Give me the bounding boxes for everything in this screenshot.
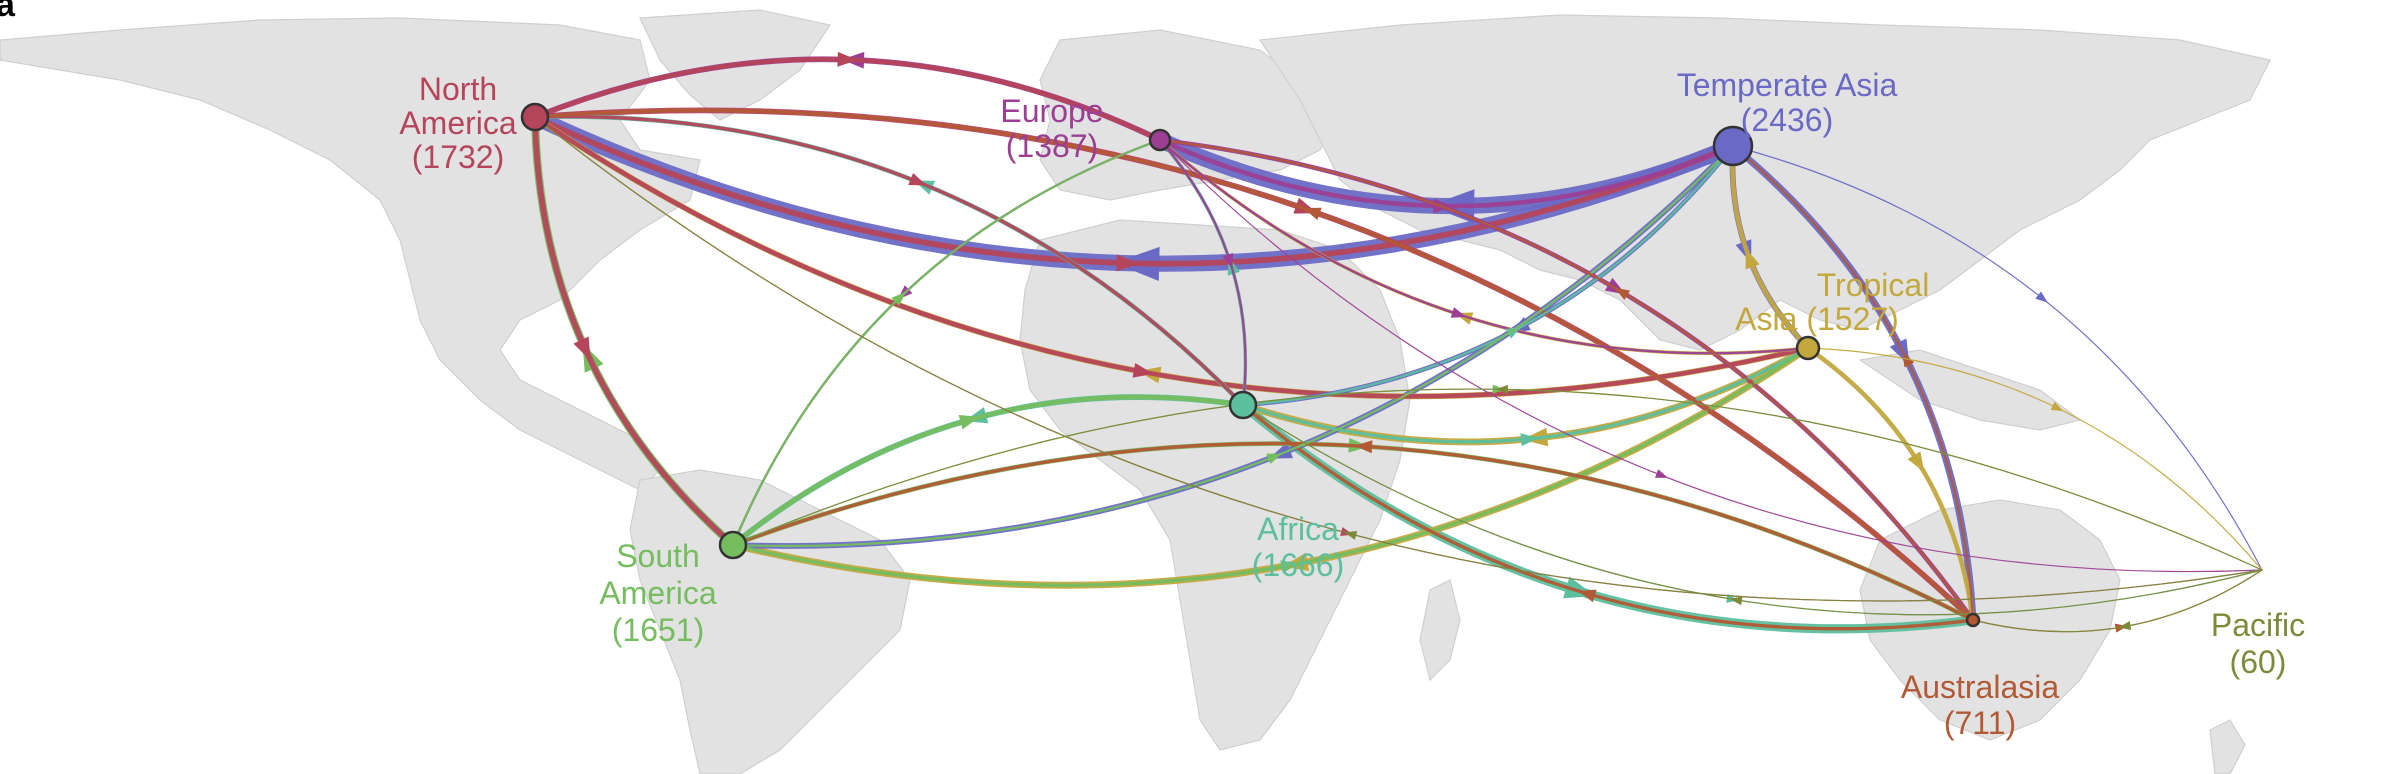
- flow-arrow-north_america-to-africa: [908, 173, 927, 186]
- label-line-tropical-asia-0: Tropical: [1817, 267, 1930, 303]
- flow-arrow-pacific-to-australasia: [2118, 621, 2132, 630]
- region-labels: North America (1732)Europe (1387)Temperate …: [399, 67, 2305, 741]
- flow-arrow-south_america-to-temperate_asia: [1266, 453, 1283, 465]
- label-line-australasia-1: (711): [1944, 705, 2016, 741]
- region-nodes: [520, 102, 1981, 628]
- panel-label: a: [0, 0, 16, 24]
- label-line-australasia-0: Australasia: [1901, 669, 2060, 705]
- label-europe: Europe (1387): [1000, 93, 1103, 164]
- label-line-africa-1: (1666): [1252, 547, 1345, 583]
- north-america-land: [0, 17, 701, 491]
- node-temperate-asia: [1712, 125, 1754, 167]
- label-line-temperate-asia-1: (2436): [1741, 102, 1834, 138]
- flow-arrow-europe-to-africa: [1222, 252, 1234, 269]
- flow-arrow-pacific-to-south_america: [1495, 384, 1508, 394]
- node-tropical-asia: [1795, 335, 1821, 361]
- flow-arrow-australasia-to-north_america: [1303, 207, 1322, 221]
- flow-arrow-north_america-to-temperate_asia: [1116, 254, 1140, 272]
- node-africa: [1228, 390, 1258, 420]
- label-line-south-america-1: America: [599, 575, 717, 611]
- node-north-america: [520, 102, 550, 132]
- new-zealand-land: [2209, 719, 2246, 774]
- label-line-north-america-2: (1732): [412, 139, 505, 175]
- label-tropical-asia: Tropical Asia (1527): [1735, 267, 1929, 337]
- label-south-america: South America (1651): [599, 538, 717, 648]
- flow-arrow-south_america-to-africa: [958, 415, 980, 430]
- label-africa: Africa (1666): [1252, 511, 1345, 583]
- label-line-europe-0: Europe: [1000, 93, 1103, 129]
- label-line-north-america-0: North: [419, 71, 497, 107]
- label-line-south-america-2: (1651): [612, 612, 705, 648]
- node-south-america: [718, 530, 748, 560]
- label-line-pacific-0: Pacific: [2211, 607, 2305, 643]
- flow-arrow-tropical_asia-to-pacific: [2050, 401, 2064, 412]
- label-temperate-asia: Temperate Asia (2436): [1677, 67, 1898, 138]
- label-line-north-america-1: America: [399, 105, 517, 141]
- flow-arrow-europe-to-tropical_asia: [1450, 307, 1467, 318]
- label-line-temperate-asia-0: Temperate Asia: [1677, 67, 1898, 103]
- flow-arrow-south_america-to-tropical_asia: [1280, 560, 1299, 574]
- flow-arrow-australasia-to-south_america: [1354, 440, 1373, 454]
- node-europe: [1148, 128, 1172, 152]
- flow-lines: [526, 51, 2263, 634]
- flow-arrow-africa-to-tropical_asia: [1520, 433, 1539, 447]
- world-landmass: [0, 9, 2271, 774]
- flow-arrow-tropical_asia-to-australasia: [1907, 451, 1925, 473]
- flow-arrow-australasia-to-europe: [1614, 287, 1631, 301]
- flow-arrow-tropical_asia-to-temperate_asia: [1745, 248, 1760, 270]
- flow-arrow-north_america-to-tropical_asia: [1132, 362, 1154, 378]
- flow-arrow-south_america-to-europe: [891, 291, 906, 306]
- label-line-tropical-asia-1: Asia (1527): [1735, 301, 1899, 337]
- flow-arrow-temperate_asia-to-pacific: [2035, 291, 2048, 303]
- flow-arrow-europe-to-pacific: [1654, 469, 1668, 478]
- label-north-america: North America (1732): [399, 71, 517, 175]
- label-line-pacific-1: (60): [2230, 644, 2287, 680]
- southeast-asia-islands-land: [1858, 349, 2082, 431]
- label-line-south-america-0: South: [616, 538, 700, 574]
- flow-arrow-north_america-to-south_america: [573, 336, 591, 361]
- flow-arrow-north_america-to-europe: [837, 51, 858, 67]
- flow-arrow-pacific-to-north_america: [1344, 530, 1358, 540]
- label-pacific: Pacific (60): [2211, 607, 2305, 680]
- flow-arrow-pacific-to-africa: [1729, 596, 1743, 606]
- asia-land: [1258, 14, 2271, 351]
- label-line-europe-1: (1387): [1006, 128, 1099, 164]
- node-australasia: [1965, 612, 1981, 628]
- label-australasia: Australasia (711): [1901, 669, 2060, 741]
- flow-arrow-africa-to-temperate_asia: [1505, 326, 1522, 339]
- flow-arrow-australasia-to-africa: [1578, 589, 1597, 603]
- madagascar-land: [1419, 579, 1461, 682]
- label-line-africa-0: Africa: [1257, 511, 1339, 547]
